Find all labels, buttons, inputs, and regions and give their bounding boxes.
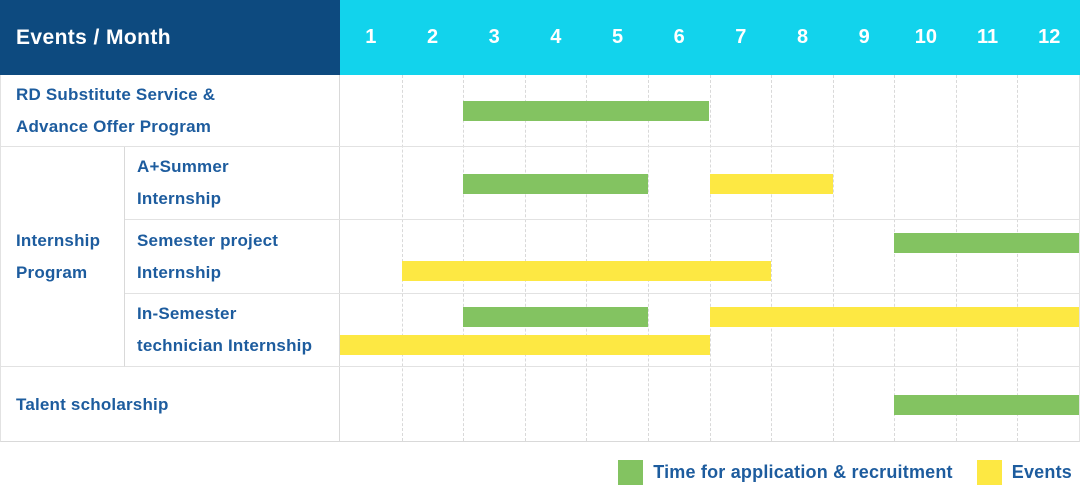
month-header-6: 6 <box>673 26 685 48</box>
group-label-internship-program: Internship Program <box>1 147 125 367</box>
month-gridline <box>1017 75 1019 441</box>
chart-row-3 <box>340 294 1079 367</box>
gantt-bar-green <box>463 173 648 194</box>
month-header-8: 8 <box>796 26 809 48</box>
legend: Time for application & recruitment Event… <box>618 456 1072 488</box>
month-gridline <box>771 75 773 441</box>
month-header-3: 3 <box>488 26 500 48</box>
legend-label-application: Time for application & recruitment <box>653 461 953 482</box>
month-gridline <box>894 75 896 441</box>
legend-swatch-events <box>976 459 1002 485</box>
month-header-row: 1 2 3 4 5 6 7 8 9 10 11 12 <box>340 0 1080 75</box>
gantt-bar-green <box>894 394 1079 415</box>
month-header-2: 2 <box>426 26 439 48</box>
month-header-4: 4 <box>550 26 562 48</box>
gantt-bar-green <box>463 306 648 327</box>
month-header-1: 1 <box>365 26 377 48</box>
legend-swatch-application <box>618 459 644 485</box>
month-header-10: 10 <box>914 26 937 48</box>
gantt-bar-yellow <box>709 173 833 194</box>
month-gridline <box>647 75 649 441</box>
gantt-bar-yellow <box>709 306 1079 327</box>
gantt-chart-area <box>340 75 1079 441</box>
gantt-bar-yellow <box>340 334 710 355</box>
row-label-in-semester-tech: In-Semester technician Internship <box>125 294 340 367</box>
chart-row-4 <box>340 367 1079 442</box>
month-header-5: 5 <box>611 26 624 48</box>
row-label-talent-scholarship: Talent scholarship <box>16 394 169 414</box>
month-header-12: 12 <box>1038 26 1061 48</box>
chart-row-0 <box>340 75 1079 147</box>
month-gridline <box>524 75 526 441</box>
table-body: RD Substitute Service & Advance Offer Pr… <box>0 75 1080 442</box>
chart-row-1 <box>340 147 1079 220</box>
month-header-9: 9 <box>858 26 870 48</box>
month-gridline <box>401 75 403 441</box>
month-header-7: 7 <box>735 26 747 48</box>
gantt-bar-green <box>894 233 1079 253</box>
row-labels-column: RD Substitute Service & Advance Offer Pr… <box>1 75 340 441</box>
month-gridline <box>463 75 465 441</box>
month-gridline <box>832 75 834 441</box>
row-label-semester-project: Semester project Internship <box>125 220 340 294</box>
chart-row-2 <box>340 220 1079 294</box>
row-label-rd-substitute: RD Substitute Service & Advance Offer Pr… <box>1 75 340 147</box>
gantt-bar-yellow <box>401 261 772 281</box>
row-label-a-summer-internship: A+Summer Internship <box>125 147 340 220</box>
month-gridline <box>586 75 588 441</box>
header-title: Events / Month <box>0 0 340 75</box>
month-header-11: 11 <box>976 26 999 48</box>
legend-label-events: Events <box>1011 461 1072 482</box>
month-gridline <box>955 75 957 441</box>
gantt-bar-green <box>463 101 710 121</box>
table-header: Events / Month 1 2 3 4 5 6 7 8 9 10 11 12 <box>0 0 1080 75</box>
month-gridline <box>709 75 711 441</box>
